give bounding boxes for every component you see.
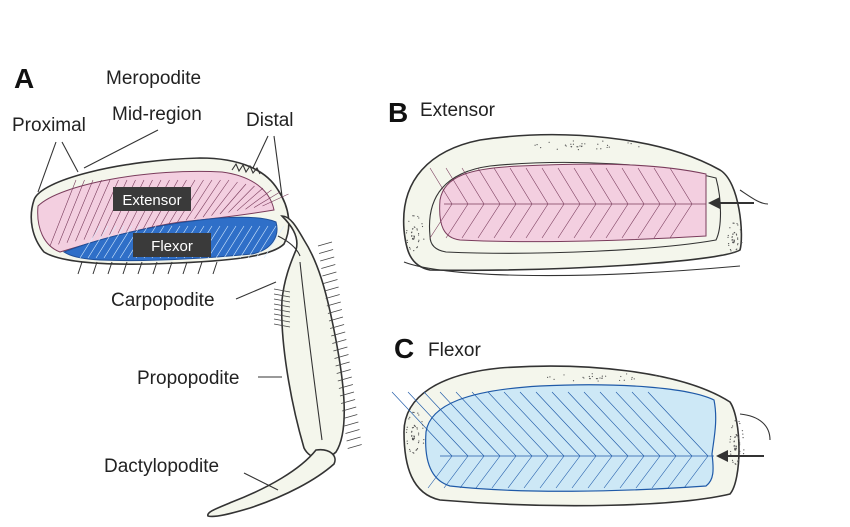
extensor-segment-lower-edge — [403, 261, 741, 277]
panel-b: B Extensor — [388, 97, 769, 277]
meropodite-label: Meropodite — [106, 68, 201, 89]
extensor-muscle-b — [439, 163, 707, 243]
propopodite-segment — [280, 215, 346, 460]
flexor-fibers-c — [391, 391, 714, 489]
panel-a-letter: A — [14, 63, 34, 94]
extensor-segment-joint — [739, 189, 769, 205]
flexor-segment-joint — [739, 413, 771, 441]
panel-b-title: Extensor — [420, 100, 496, 121]
dorsal-serration — [231, 162, 261, 175]
panel-b-letter: B — [388, 97, 408, 128]
propopodite-inner-line — [299, 261, 323, 441]
carpopodite-joint — [277, 235, 301, 257]
flexor-label-box — [133, 233, 211, 257]
flexor-stipple — [405, 373, 745, 465]
extensor-fibers-b — [429, 167, 706, 239]
flexor-arrow — [716, 450, 764, 462]
panel-a: A Meropodite Mid-region Proximal Distal … — [12, 63, 362, 518]
panel-c-letter: C — [394, 333, 414, 364]
extensor-arrow — [708, 197, 754, 209]
propopodite-setae — [273, 241, 362, 449]
panel-c: C Flexor — [391, 333, 771, 507]
flexor-box-label: Flexor — [151, 238, 193, 255]
proximal-label: Proximal — [12, 115, 86, 136]
panel-c-title: Flexor — [428, 340, 481, 361]
extensor-box-label: Extensor — [122, 192, 181, 209]
carpopodite-label: Carpopodite — [111, 290, 215, 311]
dactylopodite-label: Dactylopodite — [104, 456, 219, 477]
propopodite-label: Propopodite — [137, 368, 239, 389]
mid-region-label: Mid-region — [112, 104, 202, 125]
region-pointer-lines — [37, 129, 283, 197]
extensor-segment-inner — [428, 161, 721, 254]
distal-label: Distal — [246, 110, 294, 131]
extensor-label-box — [113, 187, 191, 211]
dactylopodite-segment — [207, 448, 336, 518]
flexor-muscle-c — [425, 384, 717, 492]
meropodite-spines — [77, 261, 218, 275]
extensor-stipple — [405, 140, 743, 253]
